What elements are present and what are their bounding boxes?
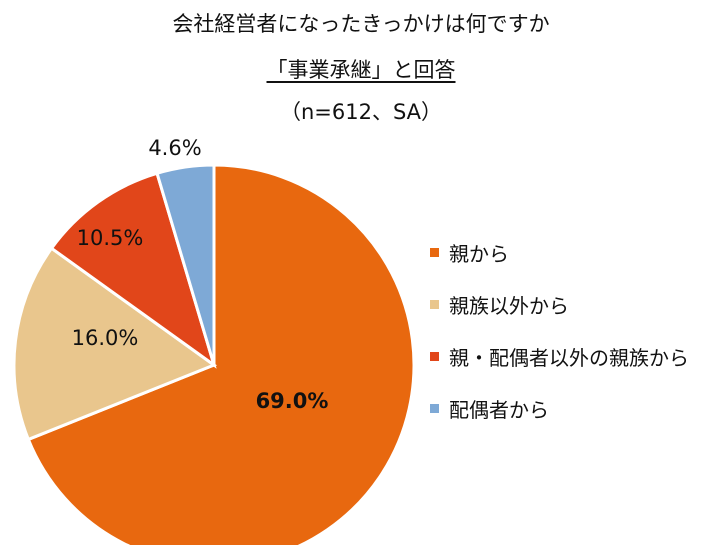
data-label: 4.6% [148, 136, 201, 160]
legend-swatch [430, 403, 439, 413]
pie-slice-2 [49, 171, 217, 369]
legend-item: 配偶者から [430, 382, 689, 434]
data-label: 69.0% [256, 389, 329, 413]
data-label: 10.5% [77, 226, 144, 250]
legend-swatch [430, 299, 439, 309]
legend-item: 親族以外から [430, 278, 689, 330]
legend-label: 親族以外から [449, 293, 569, 318]
legend-label: 親から [449, 241, 509, 266]
pie-slice-1 [12, 246, 218, 442]
legend-item: 親から [430, 226, 689, 278]
legend-swatch [430, 247, 439, 257]
pie-slice-3 [155, 163, 216, 366]
sample-note: （n=612、SA） [279, 100, 443, 124]
legend-item: 親・配偶者以外の親族から [430, 330, 689, 382]
legend-label: 親・配偶者以外の親族から [449, 345, 689, 370]
legend-label: 配偶者から [449, 397, 549, 422]
chart-title: 会社経営者になったきっかけは何ですか [172, 12, 550, 36]
pie-slice-0 [26, 163, 416, 545]
data-label: 16.0% [72, 326, 139, 350]
chart-subtitle: 「事業承継」と回答 [0, 54, 722, 84]
legend-swatch [430, 351, 439, 361]
subtitle-text: 「事業承継」と回答 [266, 58, 456, 82]
legend: 親から親族以外から親・配偶者以外の親族から 配偶者から [430, 226, 689, 434]
